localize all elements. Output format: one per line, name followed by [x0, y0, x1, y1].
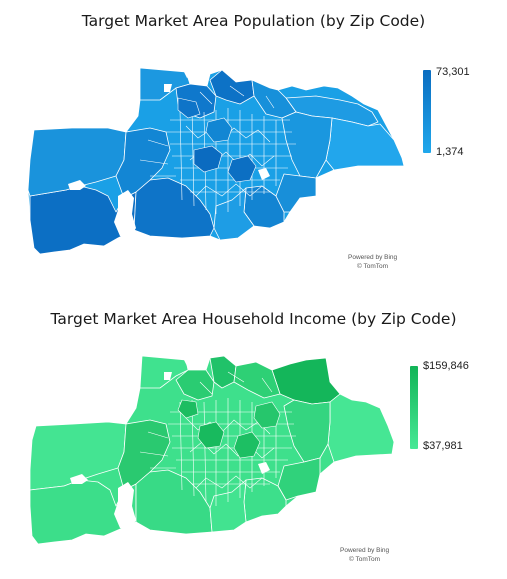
water-bodies [68, 58, 270, 238]
zip-region [209, 479, 247, 533]
population-legend-max: 73,301 [436, 66, 470, 78]
zip-region [233, 431, 261, 459]
zip-region [115, 127, 171, 199]
zip-region [233, 361, 281, 399]
income-map-panel: Target Market Area Household Income (by … [0, 290, 507, 579]
zip-region [327, 393, 395, 463]
zip-region [227, 155, 257, 183]
income-choropleth-map[interactable] [0, 290, 507, 579]
powered-by-bing-label: Powered by Bing [348, 254, 398, 261]
zip-region [177, 399, 199, 419]
water-bodies [70, 346, 270, 530]
income-legend-max: $159,846 [423, 360, 469, 372]
zip-region [175, 369, 215, 401]
zip-region [29, 421, 127, 491]
population-choropleth-map[interactable] [0, 0, 507, 290]
zip-region [177, 97, 201, 119]
zip-region [253, 401, 281, 429]
urban-zip-grid [139, 371, 296, 506]
population-legend-bar [423, 70, 431, 153]
zip-region [325, 117, 405, 171]
zip-region [205, 117, 233, 143]
powered-by-bing-label: Powered by Bing [340, 547, 390, 554]
zip-region [275, 173, 317, 213]
population-map-credit: Powered by Bing © TomTom [348, 253, 397, 271]
zip-region [193, 145, 223, 173]
income-legend-min: $37,981 [423, 440, 463, 452]
zip-region [197, 421, 225, 449]
zip-region [133, 177, 215, 239]
zip-region [213, 187, 255, 241]
population-map-panel: Target Market Area Population (by Zip Co… [0, 0, 507, 290]
tomtom-copyright-label: © TomTom [349, 556, 381, 563]
income-map-credit: Powered by Bing © TomTom [340, 546, 389, 564]
zip-region [27, 127, 127, 197]
tomtom-copyright-label: © TomTom [357, 263, 389, 270]
income-map-title: Target Market Area Household Income (by … [50, 310, 457, 328]
population-legend-min: 1,374 [436, 146, 464, 158]
income-legend-bar [410, 366, 418, 449]
population-map-title: Target Market Area Population (by Zip Co… [81, 12, 426, 30]
